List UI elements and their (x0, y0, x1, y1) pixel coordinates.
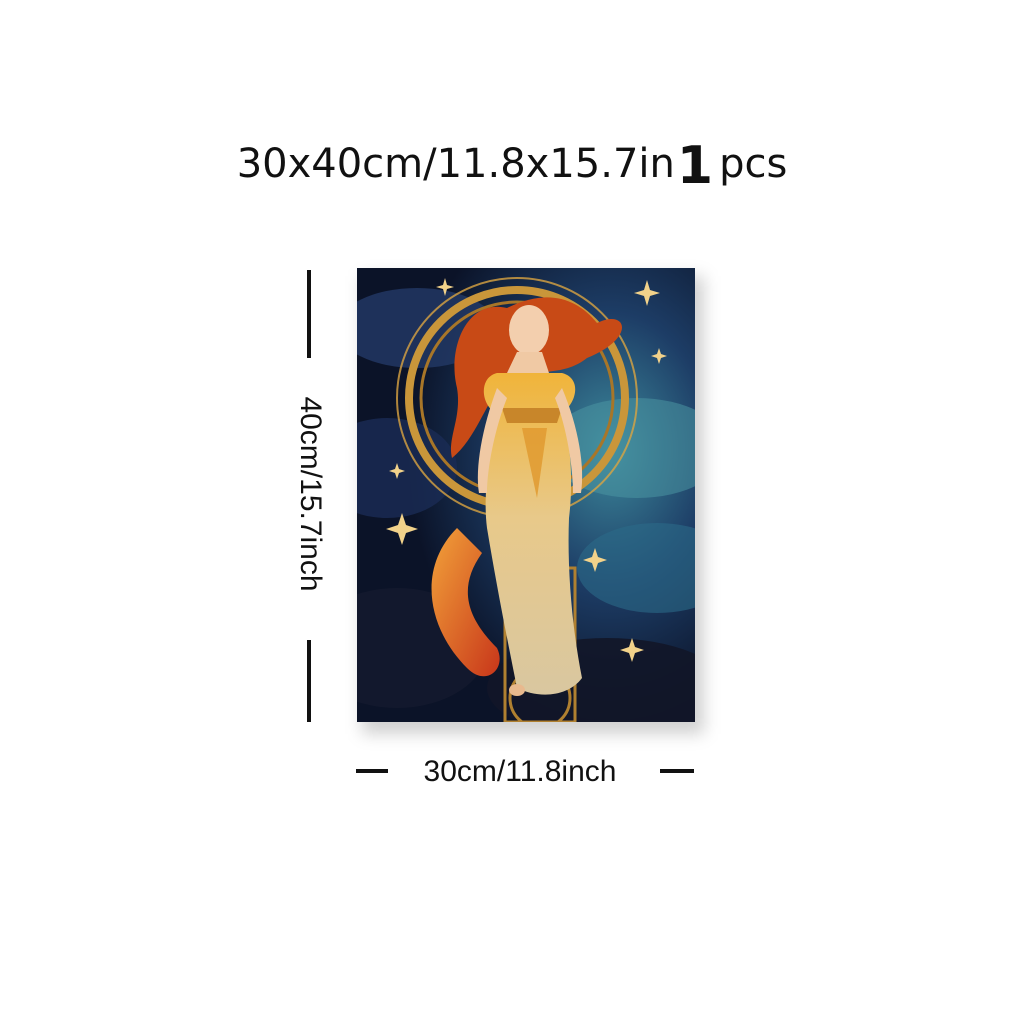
width-line-left (356, 769, 388, 773)
quantity-unit: pcs (719, 141, 788, 187)
size-title: 30x40cm/11.8x15.7in1 pcs (0, 136, 1024, 194)
height-line-top (307, 270, 311, 358)
painting-illustration (357, 268, 695, 722)
canvas-painting (357, 268, 695, 722)
size-text: 30x40cm/11.8x15.7in (236, 141, 675, 187)
height-line-bottom (307, 640, 311, 722)
quantity-number: 1 (676, 136, 714, 196)
width-line-right (660, 769, 694, 773)
height-label: 40cm/15.7inch (294, 396, 327, 592)
width-label: 30cm/11.8inch (423, 755, 617, 788)
